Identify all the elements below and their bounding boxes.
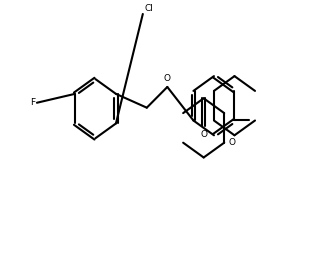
Text: O: O (200, 130, 207, 139)
Text: O: O (228, 138, 235, 147)
Text: Cl: Cl (144, 4, 153, 13)
Text: F: F (31, 98, 36, 107)
Text: O: O (164, 74, 171, 83)
